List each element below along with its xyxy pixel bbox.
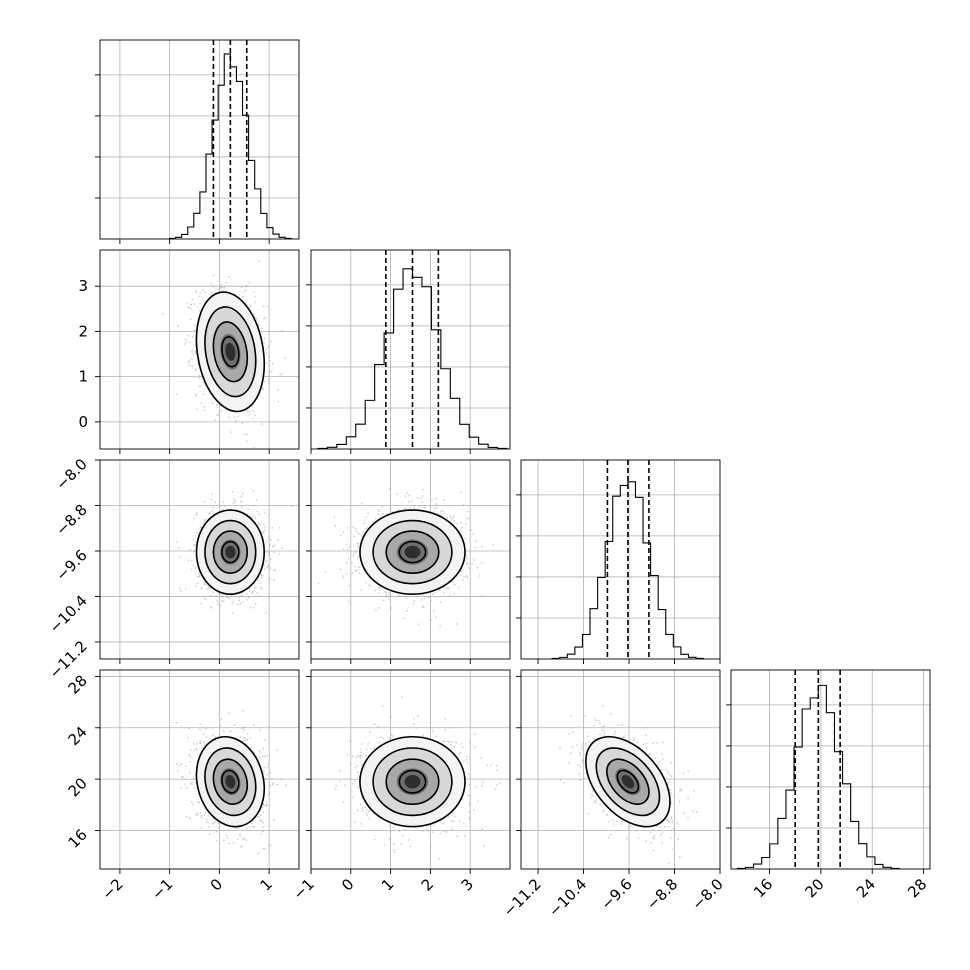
- ytick-label-1-3: 3: [78, 277, 88, 295]
- panel-3-2-density-4: [621, 774, 635, 789]
- panel-2-0-contour-2: [204, 519, 257, 585]
- panel-3-2-contour-3: [585, 735, 671, 828]
- xtick-label-3-3: 28: [904, 875, 930, 901]
- scatter-panel-3-2: [520, 669, 721, 870]
- panel-1-0-contour-3: [195, 291, 265, 413]
- xtick-label-3-2: 24: [853, 875, 879, 901]
- panel-2-1-frame: [310, 459, 511, 660]
- hist-panel-2: [516, 459, 721, 660]
- panel-1-0-contour-0: [221, 336, 240, 368]
- xtick-label-0-2: 0: [207, 875, 226, 894]
- panel-inner-3-0: [100, 670, 299, 869]
- panel-3-2-contour-1: [606, 758, 650, 805]
- panel-3-0-contour-1: [212, 758, 249, 805]
- panel-1-0-density-4: [225, 342, 236, 361]
- panel-3-2-contour-2: [595, 747, 661, 817]
- panel-3-2-frame: [520, 669, 721, 870]
- panel-inner-2-1: [311, 460, 510, 659]
- panel-3-1-contour-3: [359, 735, 466, 828]
- hist-panel-0: [95, 39, 300, 240]
- xtick-label-2-0: −11.2: [500, 875, 545, 920]
- panel-2-0-contour-3: [195, 509, 265, 595]
- scatter-panel-2-1: [310, 459, 511, 660]
- ytick-label-1-2: 2: [78, 322, 88, 340]
- xtick-label-1-1: 0: [338, 875, 357, 894]
- xtick-label-0-1: −1: [148, 875, 176, 903]
- xtick-label-2-2: −9.6: [597, 875, 635, 913]
- xtick-label-2-3: −8.8: [643, 875, 681, 913]
- panel-3-1-frame: [310, 669, 511, 870]
- xtick-label-3-1: 20: [801, 875, 827, 901]
- ytick-label-3-0: 16: [65, 826, 91, 852]
- panel-3-1-contour-2: [372, 747, 453, 817]
- panel-3-0-contour-2: [204, 747, 257, 817]
- ytick-label-1-0: 0: [78, 413, 88, 431]
- ytick-label-2-1: −10.4: [46, 592, 91, 637]
- xtick-label-1-0: −1: [289, 875, 317, 903]
- panel-2-0-density-4: [225, 545, 236, 559]
- ytick-label-2-0: −11.2: [46, 637, 91, 682]
- ytick-label-3-2: 24: [65, 723, 91, 749]
- panel-3-0-frame: [99, 669, 300, 870]
- hist-panel-1: [306, 249, 511, 450]
- panel-2-1-contour-2: [372, 519, 453, 585]
- panel-3-2-contour-0: [616, 769, 640, 794]
- xtick-label-0-0: −2: [98, 875, 126, 903]
- panel-2-0-contour-1: [212, 530, 249, 574]
- ytick-label-1-1: 1: [78, 368, 88, 386]
- panel-2-1-contour-1: [385, 530, 440, 574]
- panel-inner-3-1: [311, 670, 510, 869]
- panel-1-0-frame: [99, 249, 300, 450]
- panel-2-0-contour-0: [221, 540, 240, 564]
- scatter-panel-3-0: [99, 669, 300, 870]
- panel-2-0-frame: [99, 459, 300, 660]
- panel-inner-3-2: [521, 670, 720, 869]
- ytick-label-2-2: −9.6: [52, 546, 90, 584]
- xtick-label-1-4: 3: [458, 875, 477, 894]
- panel-2-1-density-4: [404, 545, 421, 559]
- xtick-label-2-1: −10.4: [545, 875, 590, 920]
- scatter-panel-3-1: [310, 669, 511, 870]
- panel-inner-2-0: [100, 460, 299, 659]
- panel-3-1-contour-0: [398, 769, 427, 794]
- hist-3-frame: [730, 669, 931, 870]
- xtick-label-3-0: 16: [750, 875, 776, 901]
- panel-1-0-contour-1: [212, 321, 249, 383]
- scatter-panel-2-0: [99, 459, 300, 660]
- panel-2-1-contour-3: [359, 509, 466, 595]
- panel-3-1-contour-1: [385, 758, 440, 805]
- hist-3-steps: [736, 684, 900, 870]
- hist-panel-3: [726, 669, 931, 870]
- hist-0-frame: [99, 39, 300, 240]
- hist-1-steps: [317, 268, 508, 450]
- hist-1-frame: [310, 249, 511, 450]
- panel-1-0-contour-2: [204, 306, 257, 398]
- panel-2-1-contour-0: [398, 540, 427, 564]
- hist-2-steps: [551, 481, 705, 660]
- xtick-label-1-2: 1: [378, 875, 397, 894]
- ytick-label-3-3: 28: [65, 672, 91, 698]
- panel-3-0-contour-0: [221, 769, 240, 794]
- scatter-panel-1-0: [99, 249, 300, 450]
- ytick-label-2-4: −8.0: [52, 455, 90, 493]
- panel-inner-1-0: [100, 250, 299, 449]
- panel-3-0-density-4: [225, 774, 236, 789]
- xtick-label-0-3: 1: [256, 875, 275, 894]
- xtick-label-2-4: −8.0: [688, 875, 726, 913]
- ytick-label-3-1: 20: [65, 774, 91, 800]
- ytick-label-2-3: −8.8: [52, 501, 90, 539]
- panel-3-1-density-4: [404, 774, 421, 789]
- xtick-label-1-3: 2: [418, 875, 437, 894]
- panel-3-0-contour-3: [195, 735, 265, 828]
- hist-2-frame: [520, 459, 721, 660]
